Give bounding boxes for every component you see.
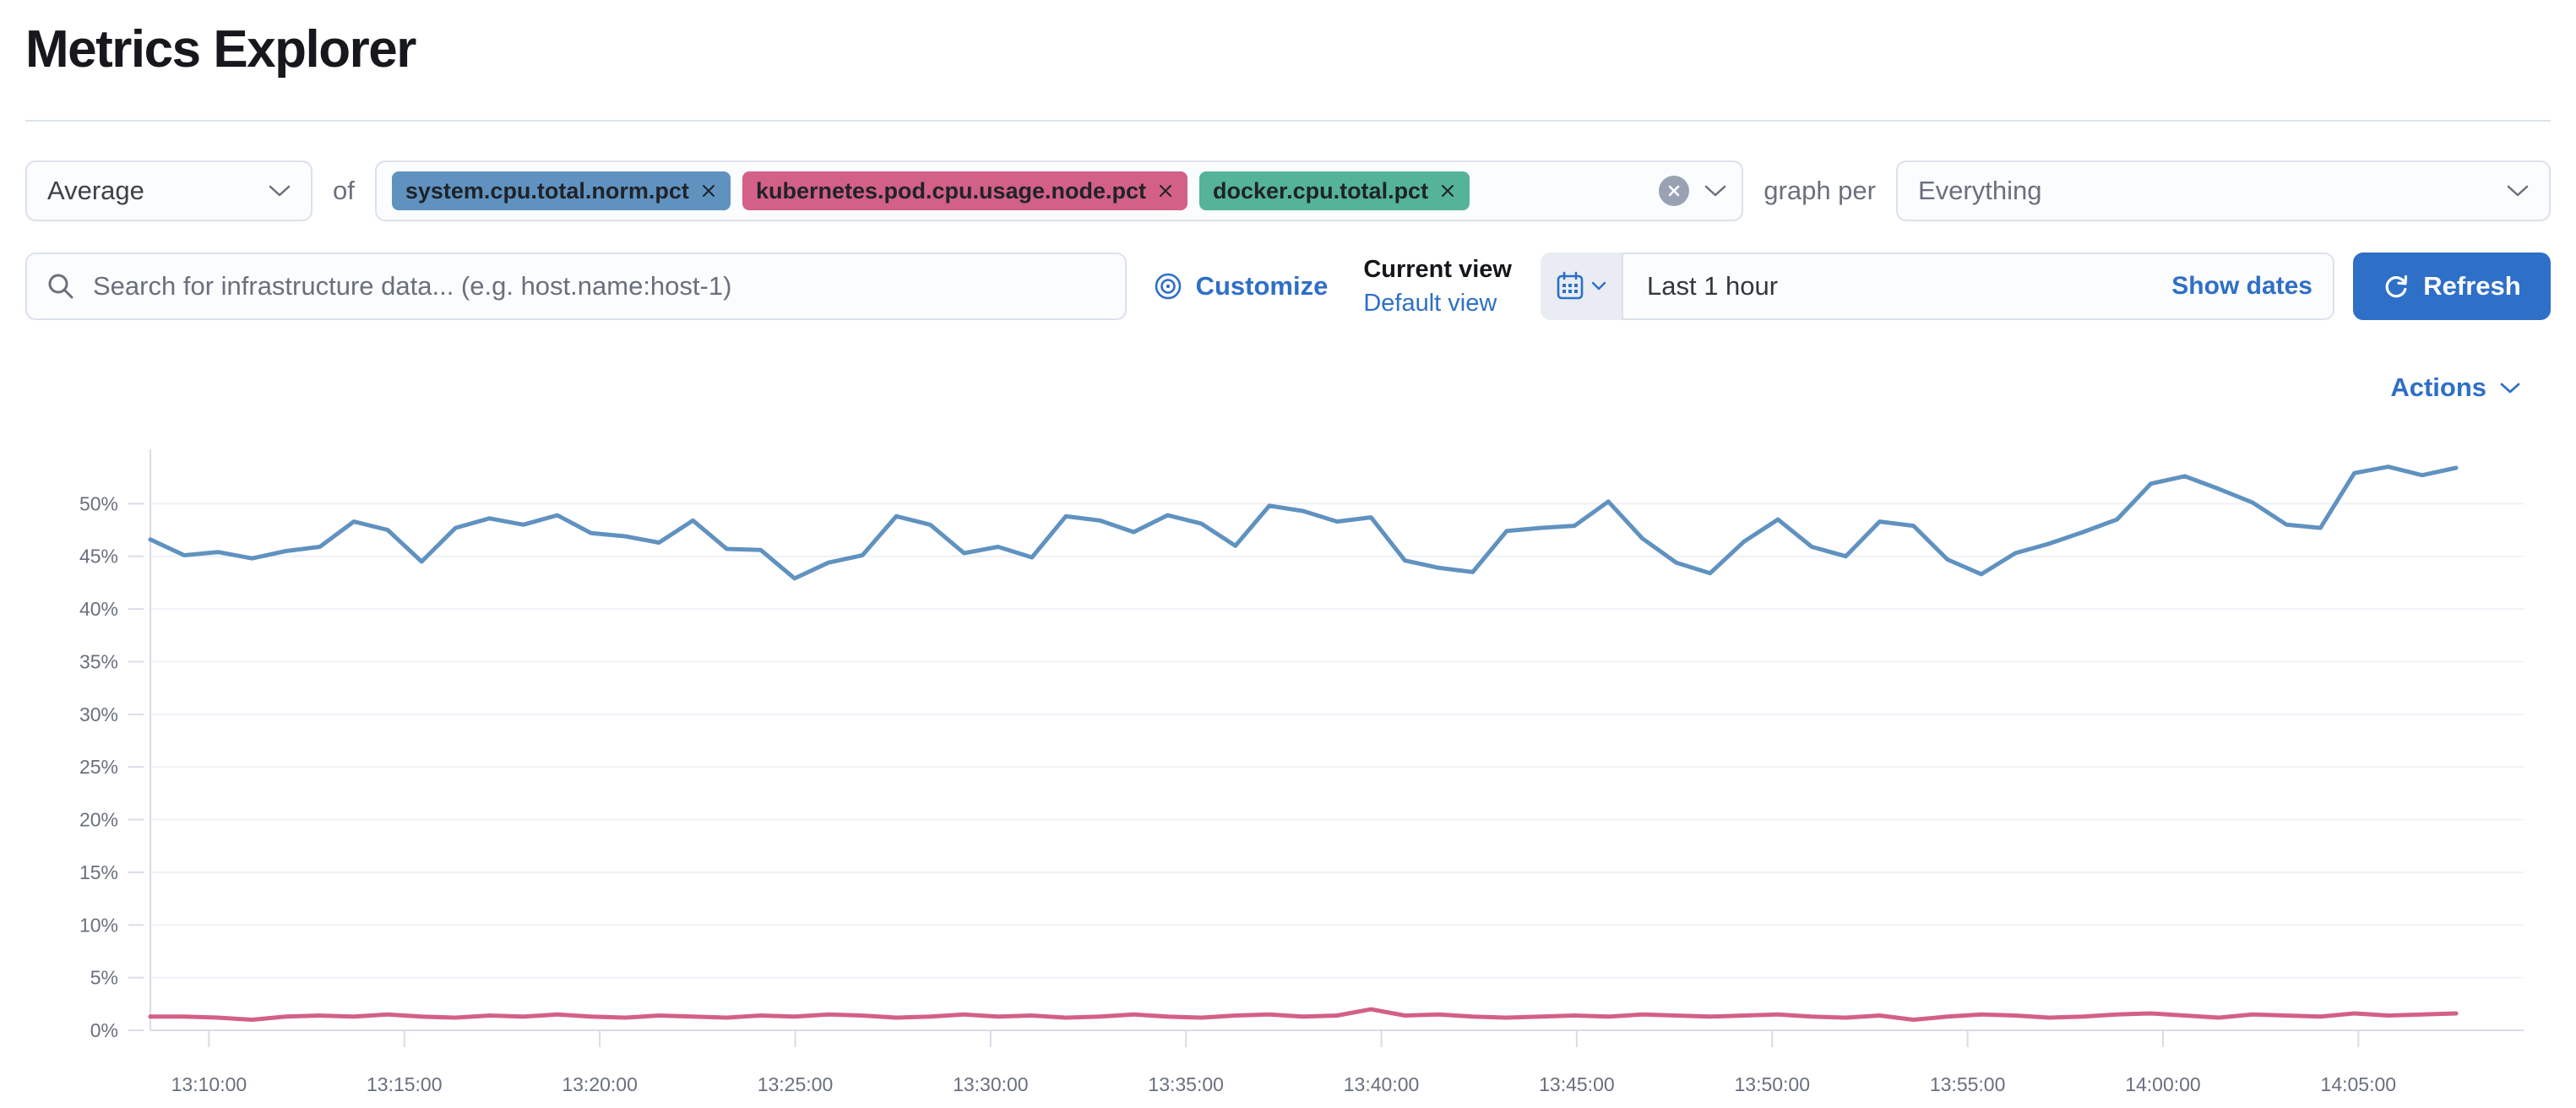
- svg-text:10%: 10%: [79, 914, 118, 936]
- of-label: of: [333, 176, 355, 205]
- svg-text:40%: 40%: [79, 598, 118, 620]
- metrics-chart[interactable]: 0% 5% 10% 15% 20% 25% 30% 35% 40% 45% 50% 13:10:00 1…: [0, 441, 2576, 1108]
- chart-actions-row: Actions: [25, 368, 2551, 407]
- svg-text:13:40:00: 13:40:00: [1344, 1073, 1420, 1095]
- metric-tag-label: system.cpu.total.norm.pct: [405, 177, 689, 204]
- svg-text:13:10:00: 13:10:00: [171, 1073, 247, 1095]
- svg-text:15%: 15%: [79, 861, 118, 883]
- metric-tag[interactable]: docker.cpu.total.pct: [1199, 171, 1470, 210]
- svg-text:50%: 50%: [79, 492, 118, 514]
- eye-icon: [1155, 273, 1181, 300]
- customize-label: Customize: [1195, 271, 1329, 301]
- svg-text:14:05:00: 14:05:00: [2321, 1073, 2397, 1095]
- customize-button[interactable]: Customize: [1152, 270, 1329, 302]
- svg-text:13:35:00: 13:35:00: [1148, 1073, 1224, 1095]
- svg-text:20%: 20%: [79, 809, 118, 831]
- page-title: Metrics Explorer: [25, 20, 416, 79]
- svg-text:14:00:00: 14:00:00: [2125, 1073, 2201, 1095]
- aggregation-value: Average: [47, 176, 144, 205]
- svg-text:13:45:00: 13:45:00: [1539, 1073, 1615, 1095]
- metric-tag-label: kubernetes.pod.cpu.usage.node.pct: [755, 177, 1147, 204]
- svg-text:13:25:00: 13:25:00: [758, 1073, 834, 1095]
- svg-text:13:20:00: 13:20:00: [562, 1073, 638, 1095]
- svg-text:45%: 45%: [79, 546, 118, 568]
- refresh-icon: [2385, 274, 2408, 298]
- search-input[interactable]: [91, 270, 1106, 302]
- actions-label: Actions: [2390, 372, 2486, 402]
- svg-text:13:55:00: 13:55:00: [1930, 1073, 2006, 1095]
- metric-tag[interactable]: kubernetes.pod.cpu.usage.node.pct: [742, 171, 1188, 210]
- svg-text:13:30:00: 13:30:00: [953, 1073, 1029, 1095]
- remove-metric-icon[interactable]: [700, 182, 717, 199]
- calendar-icon: [1557, 271, 1584, 300]
- clear-selection-icon[interactable]: [1659, 176, 1690, 206]
- default-view-link[interactable]: Default view: [1363, 290, 1497, 317]
- svg-text:35%: 35%: [79, 650, 118, 672]
- svg-text:25%: 25%: [79, 756, 118, 778]
- metric-toolbar: Average of system.cpu.total.norm.pct kub…: [25, 160, 2551, 221]
- metric-tag[interactable]: system.cpu.total.norm.pct: [391, 171, 731, 210]
- svg-text:30%: 30%: [79, 703, 118, 725]
- remove-metric-icon[interactable]: [1439, 182, 1456, 199]
- actions-menu-button[interactable]: Actions: [2390, 372, 2520, 403]
- group-by-value: Everything: [1918, 176, 2042, 205]
- group-by-select[interactable]: Everything: [1896, 160, 2551, 221]
- metrics-combobox[interactable]: system.cpu.total.norm.pct kubernetes.pod…: [374, 160, 1744, 221]
- metrics-chart-container: 0% 5% 10% 15% 20% 25% 30% 35% 40% 45% 50% 13:10:00 1…: [0, 441, 2576, 1108]
- chevron-down-icon: [269, 185, 291, 197]
- time-picker: Last 1 hour Show dates: [1541, 253, 2334, 320]
- remove-metric-icon[interactable]: [1157, 182, 1174, 199]
- page: Metrics Explorer Average of system.cpu.t…: [0, 0, 2576, 407]
- header-divider: [25, 120, 2551, 122]
- aggregation-select[interactable]: Average: [25, 160, 312, 221]
- view-switcher: Current view Default view: [1363, 254, 1512, 319]
- svg-text:13:15:00: 13:15:00: [367, 1073, 443, 1095]
- chevron-down-icon: [2507, 185, 2529, 197]
- chevron-down-icon: [2500, 383, 2520, 393]
- svg-text:5%: 5%: [90, 967, 118, 989]
- refresh-button[interactable]: Refresh: [2353, 253, 2551, 320]
- chevron-down-icon[interactable]: [1704, 184, 1726, 198]
- svg-text:0%: 0%: [90, 1019, 118, 1041]
- search-box[interactable]: [25, 253, 1127, 320]
- combobox-controls: [1659, 176, 1726, 206]
- metric-tag-label: docker.cpu.total.pct: [1213, 177, 1429, 204]
- time-range-value[interactable]: Last 1 hour: [1647, 271, 1779, 301]
- graph-per-label: graph per: [1764, 176, 1876, 205]
- show-dates-button[interactable]: Show dates: [2171, 272, 2312, 300]
- time-quick-select-button[interactable]: [1541, 253, 1623, 320]
- search-icon: [48, 274, 73, 299]
- current-view-label: Current view: [1363, 255, 1512, 283]
- search-toolbar: Customize Current view Default view La: [25, 252, 2551, 321]
- chevron-down-icon: [1591, 281, 1606, 291]
- refresh-label: Refresh: [2423, 271, 2521, 301]
- svg-text:13:50:00: 13:50:00: [1734, 1073, 1810, 1095]
